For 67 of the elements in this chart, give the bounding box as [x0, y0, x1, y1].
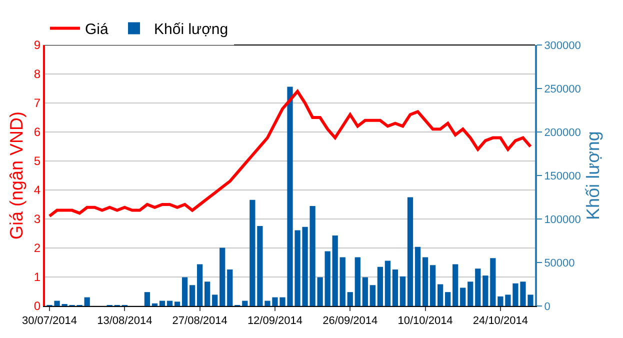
bar	[370, 285, 376, 306]
legend-label: Giá	[85, 21, 109, 38]
bar	[407, 197, 414, 306]
bar	[212, 294, 218, 306]
x-tick-label: 13/08/2014	[97, 315, 152, 328]
bar	[468, 282, 474, 306]
bar	[332, 236, 338, 306]
bar	[430, 265, 436, 306]
bar	[340, 257, 346, 306]
y2-axis-title: Khối lượng	[582, 131, 603, 220]
y-tick-label: 6	[34, 125, 41, 140]
bar	[84, 297, 90, 306]
x-tick-label: 12/09/2014	[247, 315, 302, 328]
x-tick-label: 26/09/2014	[322, 315, 378, 328]
y2-tick-label: 100000	[544, 214, 581, 226]
bar	[227, 269, 233, 306]
bar	[400, 276, 406, 306]
y2-tick-label: 0	[544, 300, 550, 313]
bar	[204, 282, 210, 306]
x-tick-label: 24/10/2014	[472, 315, 528, 328]
bar	[437, 284, 444, 306]
bar	[189, 285, 196, 306]
bar	[159, 300, 166, 306]
y-tick-label: 0	[34, 299, 41, 314]
bar	[422, 257, 428, 306]
y-tick-label: 4	[34, 183, 41, 198]
y2-tick-label: 150000	[544, 170, 581, 182]
y-tick-label: 8	[34, 67, 41, 82]
bar	[414, 246, 421, 306]
bar	[220, 248, 226, 306]
y-tick-label: 3	[34, 212, 41, 226]
bar	[250, 200, 256, 306]
bar	[354, 257, 360, 306]
x-tick-label: 10/10/2014	[398, 315, 453, 328]
bar	[384, 260, 391, 306]
y-axis-title: Giá (ngân VND)	[6, 111, 27, 240]
bar	[182, 277, 188, 306]
bar	[242, 300, 248, 306]
bar	[452, 264, 458, 306]
bar	[445, 292, 451, 306]
y2-tick-label: 50000	[544, 257, 575, 270]
bar	[460, 288, 466, 306]
y2-tick-label: 300000	[544, 40, 581, 52]
y-tick-label: 5	[34, 154, 41, 168]
bar	[152, 303, 158, 306]
bar	[377, 266, 383, 306]
bar	[324, 251, 330, 306]
bar	[490, 258, 496, 306]
y-tick-label: 1	[34, 270, 41, 284]
bar	[144, 292, 150, 306]
bar	[475, 268, 481, 306]
legend-label: Khối lượng	[154, 21, 228, 38]
y-tick-label: 9	[34, 38, 41, 52]
bar	[166, 300, 173, 306]
y-tick-label: 2	[34, 241, 41, 256]
y-tick-label: 7	[34, 96, 41, 110]
bar	[362, 277, 368, 306]
y2-tick-label: 250000	[544, 83, 581, 96]
x-tick-label: 30/07/2014	[22, 315, 78, 328]
bar	[197, 264, 203, 306]
bar	[392, 269, 398, 306]
bar	[482, 276, 488, 306]
x-tick-label: 27/08/2014	[172, 315, 228, 328]
bar	[174, 302, 180, 306]
y2-tick-label: 200000	[544, 126, 581, 139]
line-series	[48, 90, 532, 218]
bar	[347, 292, 353, 306]
